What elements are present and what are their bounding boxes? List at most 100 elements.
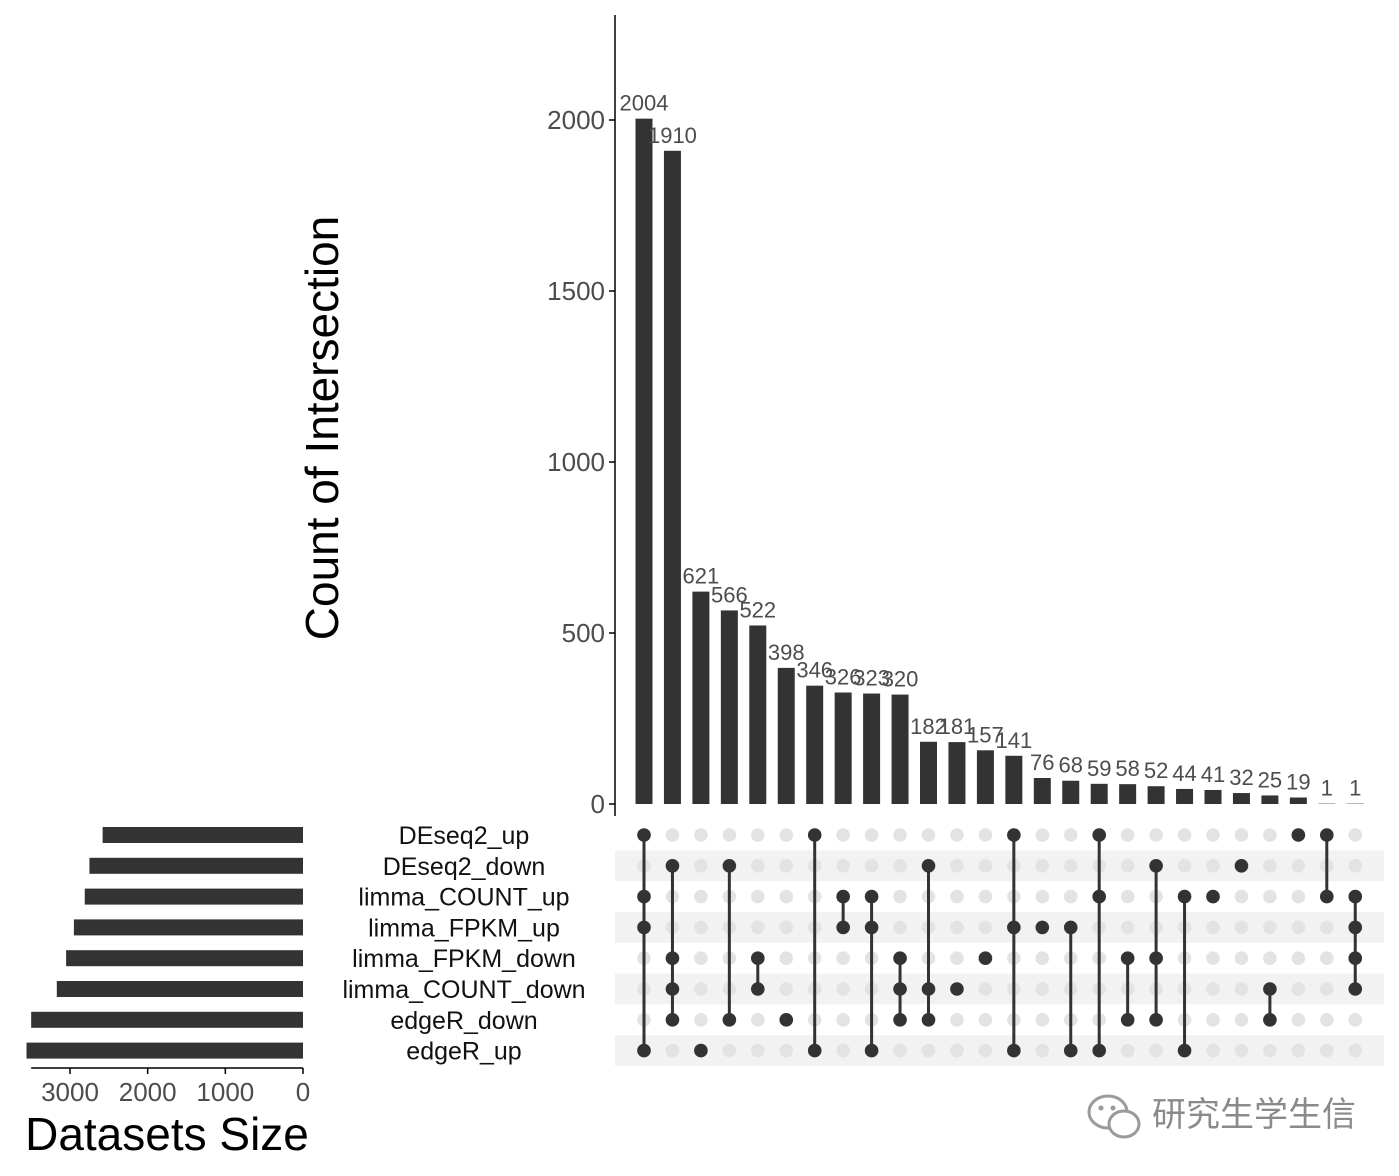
- y-tick-label: 1500: [547, 276, 605, 306]
- watermark: 研究生学生信: [1087, 1094, 1356, 1139]
- intersection-bar: [920, 741, 937, 804]
- y-tick-label: 1000: [547, 447, 605, 477]
- matrix-dot-inactive: [950, 889, 964, 904]
- matrix-dot-active: [836, 920, 850, 935]
- matrix-dot-inactive: [751, 859, 765, 873]
- set-size-bar: [102, 827, 304, 843]
- y-tick-label: 0: [591, 789, 605, 819]
- matrix-dot-inactive: [950, 951, 964, 965]
- matrix-dot-inactive: [779, 859, 794, 873]
- bar-value-label: 19: [1286, 770, 1310, 795]
- matrix-row-stripe: [615, 973, 1384, 1005]
- matrix-dot-active: [1007, 920, 1021, 935]
- y-tick-label: 500: [562, 618, 605, 648]
- matrix-dot-inactive: [978, 920, 993, 935]
- matrix-row-stripe: [615, 1035, 1384, 1066]
- matrix-dot-inactive: [751, 1013, 765, 1027]
- matrix-dot-active: [893, 1013, 907, 1027]
- matrix-column: [864, 828, 879, 1058]
- intersection-matrix: [637, 828, 1363, 1058]
- set-label: limma_COUNT_down: [342, 976, 585, 1004]
- matrix-column: [1035, 828, 1050, 1058]
- matrix-column: [722, 828, 737, 1058]
- matrix-dot-active: [836, 889, 850, 904]
- matrix-dot-inactive: [694, 982, 708, 996]
- matrix-dot-inactive: [950, 828, 964, 842]
- matrix-dot-active: [1120, 1013, 1135, 1027]
- bar-value-label: 44: [1172, 761, 1196, 786]
- matrix-dot-inactive: [1291, 920, 1306, 935]
- matrix-dot-inactive: [1035, 982, 1050, 996]
- matrix-dot-inactive: [1320, 920, 1334, 935]
- matrix-dot-inactive: [1234, 1013, 1249, 1027]
- matrix-dot-active: [665, 951, 680, 965]
- matrix-dot-inactive: [1291, 982, 1306, 996]
- matrix-column: [694, 828, 708, 1058]
- matrix-dot-active: [978, 951, 993, 965]
- matrix-dot-inactive: [1149, 828, 1163, 842]
- matrix-column: [1149, 828, 1163, 1058]
- matrix-dot-inactive: [1320, 1013, 1334, 1027]
- matrix-dot-active: [1149, 859, 1163, 873]
- matrix-dot-inactive: [1120, 1043, 1135, 1058]
- bar-value-label: 157: [967, 722, 1004, 747]
- matrix-dot-inactive: [1035, 828, 1050, 842]
- matrix-dot-inactive: [1348, 1043, 1363, 1058]
- matrix-dot-active: [665, 982, 680, 996]
- matrix-dot-inactive: [694, 1013, 708, 1027]
- matrix-dot-active: [637, 889, 651, 904]
- matrix-dot-inactive: [1206, 982, 1220, 996]
- matrix-dot-active: [722, 1013, 737, 1027]
- matrix-dot-inactive: [751, 920, 765, 935]
- set-label: edgeR_up: [406, 1038, 521, 1066]
- matrix-dot-active: [1007, 1043, 1021, 1058]
- matrix-dot-active: [722, 859, 737, 873]
- intersection-bar: [1232, 793, 1250, 804]
- matrix-dot-active: [751, 951, 765, 965]
- matrix-dot-active: [807, 1043, 822, 1058]
- matrix-dot-active: [1149, 1013, 1163, 1027]
- matrix-column: [1263, 828, 1277, 1058]
- matrix-dot-inactive: [1206, 920, 1220, 935]
- matrix-dot-inactive: [1263, 951, 1277, 965]
- matrix-dot-active: [921, 1013, 936, 1027]
- matrix-row-stripe: [615, 850, 1384, 882]
- matrix-dot-inactive: [1263, 1043, 1277, 1058]
- matrix-dot-inactive: [1320, 1043, 1334, 1058]
- bar-value-label: 1: [1349, 776, 1361, 801]
- matrix-dot-inactive: [1234, 982, 1249, 996]
- matrix-dot-inactive: [893, 828, 907, 842]
- matrix-dot-active: [1177, 1043, 1192, 1058]
- matrix-column: [1063, 828, 1078, 1058]
- matrix-dot-active: [637, 920, 651, 935]
- set-label: limma_FPKM_down: [352, 945, 576, 973]
- set-size-bar: [56, 981, 304, 997]
- matrix-dot-inactive: [779, 951, 794, 965]
- intersection-bar: [1119, 784, 1137, 804]
- matrix-dot-inactive: [1263, 889, 1277, 904]
- matrix-dot-inactive: [893, 859, 907, 873]
- set-size-axis-title: Datasets Size: [25, 1108, 309, 1160]
- matrix-dot-inactive: [978, 1013, 993, 1027]
- matrix-dot-inactive: [779, 920, 794, 935]
- matrix-column: [779, 828, 794, 1058]
- matrix-dot-active: [1348, 920, 1363, 935]
- matrix-dot-active: [807, 828, 822, 842]
- matrix-dot-inactive: [921, 1043, 936, 1058]
- matrix-dot-inactive: [722, 1043, 737, 1058]
- matrix-column: [950, 828, 964, 1058]
- set-label: edgeR_down: [390, 1007, 537, 1035]
- intersection-bar: [863, 693, 881, 804]
- matrix-dot-inactive: [1291, 951, 1306, 965]
- matrix-dot-inactive: [1263, 859, 1277, 873]
- matrix-column: [836, 828, 850, 1058]
- matrix-dot-inactive: [921, 828, 936, 842]
- matrix-dot-inactive: [1177, 828, 1192, 842]
- matrix-column: [751, 828, 765, 1058]
- intersection-bar: [1147, 786, 1165, 804]
- matrix-dot-active: [864, 1043, 879, 1058]
- intersection-bar: [806, 685, 824, 804]
- matrix-dot-inactive: [1291, 1013, 1306, 1027]
- matrix-dot-inactive: [978, 1043, 993, 1058]
- intersection-bar: [1176, 788, 1194, 804]
